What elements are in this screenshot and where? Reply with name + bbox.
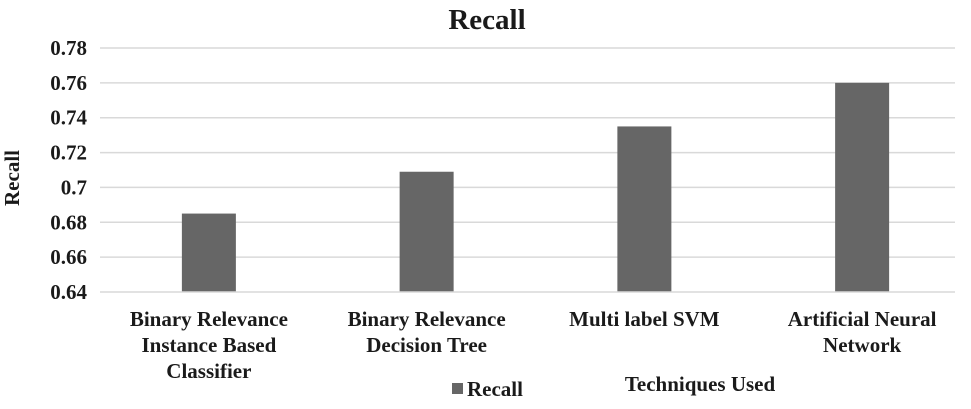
legend-swatch [452,383,463,394]
x-tick-label: Binary Relevance [130,307,288,331]
x-tick-label: Artificial Neural [788,307,937,331]
gridlines [100,47,955,258]
legend-label: Recall [467,377,523,401]
y-tick-label: 0.72 [50,141,87,165]
x-tick-label: Decision Tree [366,333,487,357]
y-tick-label: 0.74 [50,106,87,130]
x-tick-label: Network [823,333,901,357]
x-tick-label: Classifier [166,359,251,383]
y-tick-label: 0.78 [50,36,87,60]
bar [399,171,454,292]
y-tick-label: 0.76 [50,71,87,95]
x-tick-label: Multi label SVM [569,307,720,331]
y-axis-ticks: 0.64 0.66 0.68 0.7 0.72 0.74 0.76 0.78 [50,36,87,304]
x-axis-label: Techniques Used [625,372,776,396]
bar [181,213,236,292]
y-tick-label: 0.66 [50,245,87,269]
legend: Recall [452,377,523,401]
x-tick-label: Binary Relevance [348,307,506,331]
y-tick-label: 0.7 [61,175,87,199]
y-axis-label: Recall [0,150,24,206]
y-tick-label: 0.64 [50,280,87,304]
bar [835,82,890,292]
bars [181,82,890,292]
x-tick-label: Instance Based [141,333,276,357]
y-tick-label: 0.68 [50,210,87,234]
bar [617,126,672,292]
chart-title: Recall [448,4,525,36]
